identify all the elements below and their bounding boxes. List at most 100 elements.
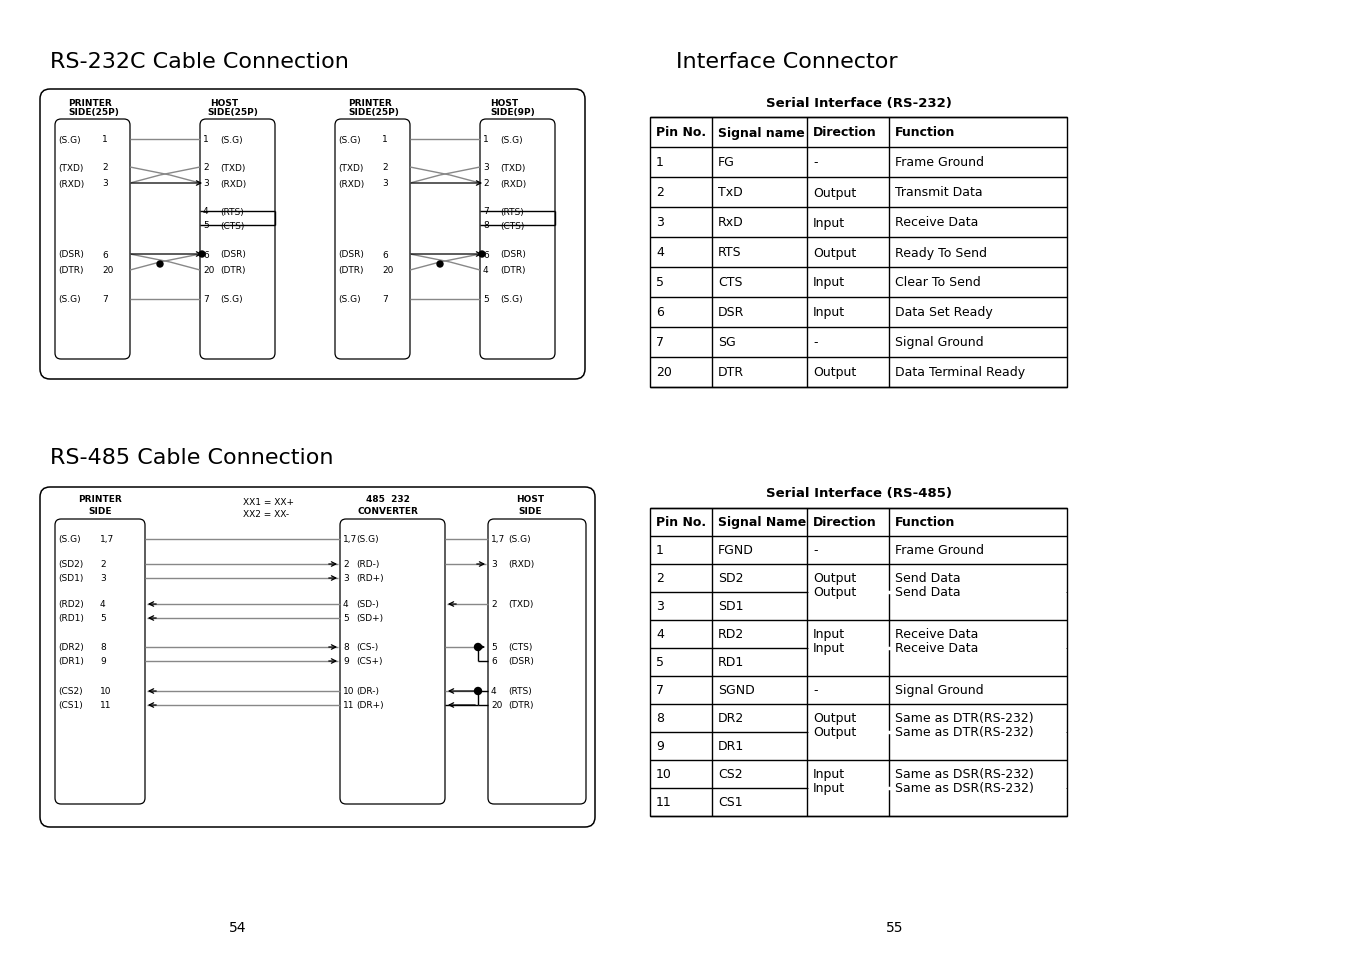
Text: (DR2): (DR2)	[58, 643, 84, 652]
Text: Signal Ground: Signal Ground	[894, 336, 984, 349]
Text: Pin No.: Pin No.	[657, 516, 707, 529]
Text: 5: 5	[490, 643, 497, 652]
Text: 7: 7	[484, 208, 489, 216]
Bar	[890, 565, 1066, 619]
Text: (RD2): (RD2)	[58, 599, 84, 609]
Text: 2: 2	[101, 163, 108, 172]
Text: (DSR): (DSR)	[58, 251, 84, 259]
Text: Receive Data: Receive Data	[894, 216, 978, 230]
Text: SIDE(25P): SIDE(25P)	[68, 109, 119, 117]
Text: 8: 8	[100, 643, 105, 652]
Text: (DTR): (DTR)	[508, 700, 534, 710]
Text: (DSR): (DSR)	[220, 251, 246, 259]
Text: 4: 4	[343, 599, 349, 609]
Text: 55: 55	[886, 920, 904, 934]
Text: Data Terminal Ready: Data Terminal Ready	[894, 366, 1025, 379]
Text: Send Data: Send Data	[894, 586, 961, 598]
Text: SG: SG	[717, 336, 736, 349]
Text: 1,7: 1,7	[100, 535, 115, 544]
Text: 7: 7	[657, 336, 663, 349]
Text: 3: 3	[382, 179, 388, 189]
Text: (DTR): (DTR)	[338, 266, 363, 275]
Text: Output: Output	[813, 572, 857, 585]
Text: (TXD): (TXD)	[500, 163, 526, 172]
Text: 54: 54	[230, 920, 247, 934]
Text: (DTR): (DTR)	[220, 266, 246, 275]
Text: Same as DSR(RS-232): Same as DSR(RS-232)	[894, 768, 1034, 781]
Circle shape	[157, 262, 163, 268]
Text: PRINTER: PRINTER	[68, 98, 112, 108]
Text: Input: Input	[813, 641, 846, 655]
Text: 9: 9	[657, 740, 663, 753]
Text: 3: 3	[101, 179, 108, 189]
Bar	[650, 509, 1067, 816]
Text: (CTS): (CTS)	[220, 221, 245, 231]
Text: -: -	[813, 684, 817, 697]
Text: 9: 9	[100, 657, 105, 666]
Text: 10: 10	[657, 768, 671, 781]
Text: (SD1): (SD1)	[58, 574, 84, 583]
Text: RTS: RTS	[717, 246, 742, 259]
Text: 8: 8	[343, 643, 349, 652]
Circle shape	[199, 252, 205, 257]
Text: Signal name: Signal name	[717, 127, 805, 139]
Text: (S.G): (S.G)	[500, 135, 523, 144]
Text: 3: 3	[484, 163, 489, 172]
Text: Output: Output	[813, 726, 857, 739]
Text: DSR: DSR	[717, 306, 744, 319]
Text: (RXD): (RXD)	[58, 179, 84, 189]
Text: 5: 5	[203, 221, 209, 231]
Bar	[808, 761, 888, 815]
Text: 3: 3	[100, 574, 105, 583]
Text: 2: 2	[490, 599, 497, 609]
Text: Frame Ground: Frame Ground	[894, 544, 984, 557]
Text: (CS+): (CS+)	[357, 657, 382, 666]
Text: (CS-): (CS-)	[357, 643, 378, 652]
Text: 20: 20	[101, 266, 113, 275]
Text: 3: 3	[657, 599, 663, 613]
Text: Output: Output	[813, 712, 857, 724]
Text: 4: 4	[657, 628, 663, 640]
Text: -: -	[813, 544, 817, 557]
Text: Receive Data: Receive Data	[894, 641, 978, 655]
Text: (DSR): (DSR)	[508, 657, 534, 666]
Text: Input: Input	[813, 216, 846, 230]
Text: 8: 8	[657, 712, 663, 724]
Text: 5: 5	[657, 656, 663, 669]
Bar	[890, 761, 1066, 815]
Circle shape	[436, 262, 443, 268]
Text: (TXD): (TXD)	[508, 599, 534, 609]
Text: 7: 7	[203, 295, 209, 304]
Text: Output: Output	[813, 586, 857, 598]
Text: Transmit Data: Transmit Data	[894, 186, 982, 199]
Text: Output: Output	[813, 366, 857, 379]
Text: SD2: SD2	[717, 572, 743, 585]
Text: 3: 3	[490, 560, 497, 569]
Text: 2: 2	[484, 179, 489, 189]
Text: (S.G): (S.G)	[220, 135, 243, 144]
Text: (DSR): (DSR)	[500, 251, 526, 259]
Text: Pin No.: Pin No.	[657, 127, 707, 139]
Text: 5: 5	[484, 295, 489, 304]
Text: (CS2): (CS2)	[58, 687, 82, 696]
Text: 20: 20	[657, 366, 671, 379]
Text: (TXD): (TXD)	[338, 163, 363, 172]
Text: (RTS): (RTS)	[508, 687, 532, 696]
Text: (RXD): (RXD)	[508, 560, 534, 569]
Text: Input: Input	[813, 628, 846, 640]
Text: 1: 1	[101, 135, 108, 144]
Text: 485  232: 485 232	[366, 495, 409, 504]
Text: XX2 = XX-: XX2 = XX-	[243, 510, 289, 519]
Text: (S.G): (S.G)	[58, 135, 81, 144]
Bar	[808, 705, 888, 760]
Text: 5: 5	[343, 614, 349, 623]
Circle shape	[474, 644, 481, 651]
Text: CS1: CS1	[717, 796, 743, 809]
Text: 6: 6	[382, 251, 388, 259]
Text: Serial Interface (RS-485): Serial Interface (RS-485)	[766, 487, 951, 500]
Text: 5: 5	[657, 276, 663, 289]
Text: (RXD): (RXD)	[220, 179, 246, 189]
Text: 6: 6	[657, 306, 663, 319]
Text: (RXD): (RXD)	[338, 179, 365, 189]
Bar	[890, 705, 1066, 760]
